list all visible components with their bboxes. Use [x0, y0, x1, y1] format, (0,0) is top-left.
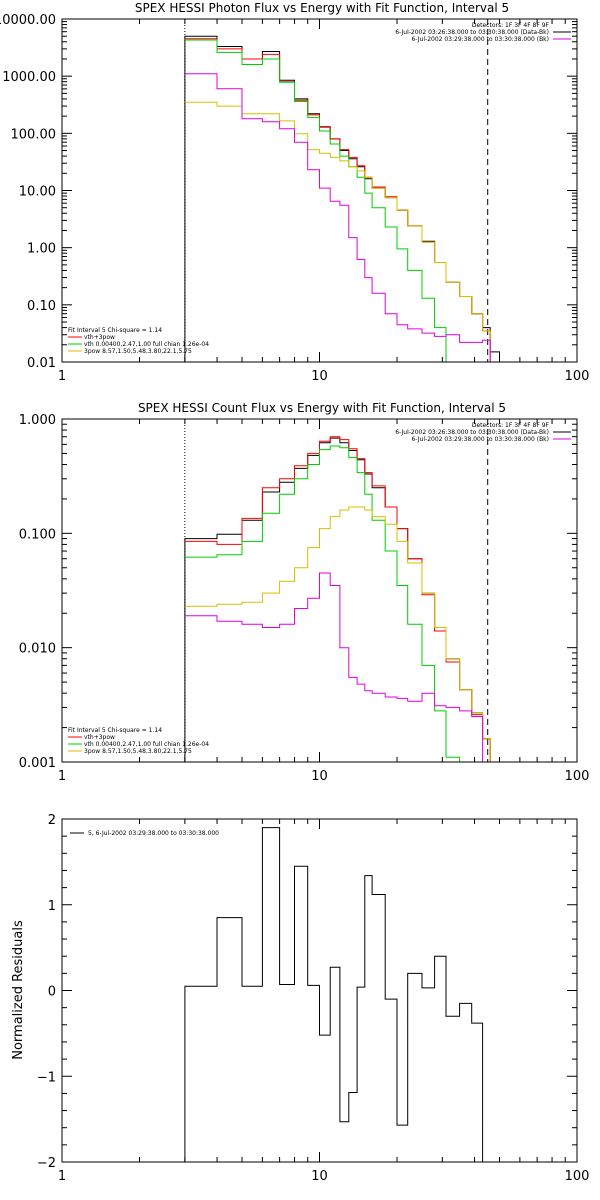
x-tick-label: 1 [58, 369, 66, 384]
plot-frame [61, 818, 578, 1163]
series-1-histogram [184, 38, 491, 362]
y-tick-label: 10.00 [19, 185, 56, 200]
legend-bottom-left-entry: Fit Interval 5 Chi-square = 1.14 [68, 727, 162, 734]
x-tick-label: 10 [311, 369, 328, 384]
legend-bottom-left-entry: 3pow 8.57,1.50,5.48,3.80,22.1,5.75 [84, 348, 192, 355]
series-0-histogram [184, 437, 500, 763]
x-tick-label: 100 [565, 1169, 590, 1184]
y-tick-label: 1.000 [19, 413, 56, 428]
series-3-histogram [184, 101, 500, 363]
series-0-histogram [184, 827, 491, 1163]
y-tick-label: 1.00 [27, 242, 56, 257]
series-0-histogram [184, 35, 500, 362]
x-tick-label: 10 [311, 1169, 328, 1184]
photon-flux-title: SPEX HESSI Photon Flux vs Energy with Fi… [135, 1, 509, 15]
x-tick-label: 1 [58, 769, 66, 784]
plot-frame [61, 418, 578, 763]
y-tick-label: −1 [37, 1070, 56, 1085]
series-3-histogram [184, 506, 500, 763]
x-tick-label: 10 [311, 769, 328, 784]
legend-bottom-left-entry: 3pow 8.57,1.50,5.48,3.80,22.1,5.75 [84, 748, 192, 755]
series-1-histogram [184, 436, 491, 762]
y-tick-label: 0.010 [19, 642, 56, 657]
series-4-histogram [184, 73, 491, 362]
legend-top-right-entry: 6-Jul-2002 03:26:38.000 to 03:30:38.000 … [395, 29, 549, 36]
panel-photon-flux: SPEX HESSI Photon Flux vs Energy with Fi… [0, 1, 589, 384]
y-tick-label: 2 [48, 813, 56, 828]
legend-bottom-left-entry: Fit Interval 5 Chi-square = 1.14 [68, 327, 162, 334]
panel-count-flux: SPEX HESSI Count Flux vs Energy with Fit… [19, 401, 590, 784]
y-tick-label: 0.10 [27, 299, 56, 314]
y-tick-label: 0.100 [19, 527, 56, 542]
y-tick-label: 0 [48, 985, 56, 1000]
x-tick-label: 1 [58, 1169, 66, 1184]
legend-top-right-entry: 6-Jul-2002 03:29:38.000 to 03:30:38.000 … [411, 36, 549, 43]
y-tick-label: 1000.00 [2, 70, 56, 85]
x-tick-label: 100 [565, 769, 590, 784]
legend-top-right-entry: 6-Jul-2002 03:29:38.000 to 03:30:38.000 … [411, 436, 549, 443]
legend-top-right-entry: Detectors: 1F 3F 4F 8F 9F [472, 22, 550, 29]
y-tick-label: 1 [48, 899, 56, 914]
legend-top-right-entry: 6-Jul-2002 03:26:38.000 to 03:30:38.000 … [395, 429, 549, 436]
x-tick-label: 100 [565, 369, 590, 384]
count-flux-title: SPEX HESSI Count Flux vs Energy with Fit… [138, 401, 506, 415]
legend-top-right-entry: Detectors: 1F 3F 4F 8F 9F [472, 422, 550, 429]
y-tick-label: 10000.00 [0, 13, 56, 28]
series-4-histogram [184, 572, 484, 762]
panel-residuals: Normalized Residuals 1 10 100 −2 −1 0 1 2 5, 6-… [11, 813, 589, 1184]
series-2-histogram [184, 445, 472, 763]
legend-bottom-left-entry: vth 0.00400,2.47,1.00 full chian 1.26e-0… [84, 741, 209, 748]
residuals-y-axis-label: Normalized Residuals [11, 920, 26, 1060]
legend-entry: 5, 6-Jul-2002 03:29:38.000 to 03:30:38.0… [88, 830, 219, 837]
y-tick-label: 0.001 [19, 756, 56, 771]
y-tick-label: −2 [37, 1156, 56, 1171]
y-tick-label: 0.01 [27, 356, 56, 371]
plot-frame [61, 18, 578, 363]
y-tick-label: 100.00 [11, 127, 57, 142]
legend-bottom-left-entry: vth+3pow [84, 334, 115, 341]
legend-bottom-left-entry: vth 0.00400,2.47,1.00 full chian 1.26e-0… [84, 341, 209, 348]
legend-bottom-left-entry: vth+3pow [84, 734, 115, 741]
